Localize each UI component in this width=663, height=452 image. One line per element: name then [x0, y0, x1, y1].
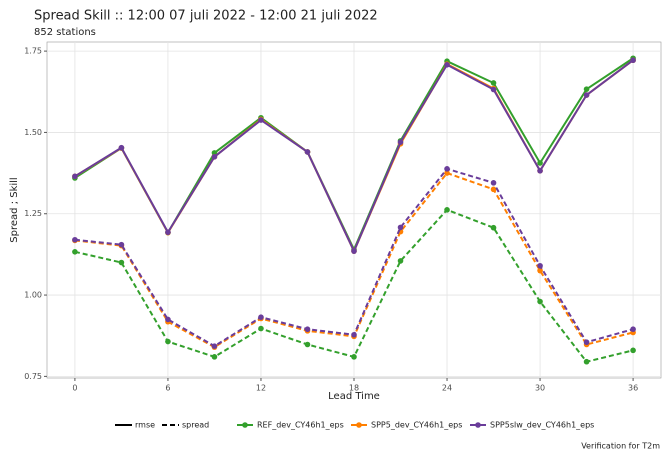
data-point: [630, 347, 636, 354]
data-point: [397, 258, 404, 264]
data-point: [537, 298, 543, 305]
data-point: [72, 173, 78, 180]
data-point: [490, 86, 497, 93]
data-point: [351, 354, 357, 360]
x-tick-label: 36: [628, 384, 638, 393]
data-point: [537, 160, 543, 166]
data-point: [397, 139, 404, 145]
legend-label: SPP5_dev_CY46h1_eps: [371, 421, 462, 430]
data-point: [258, 117, 264, 123]
data-point: [118, 259, 125, 266]
data-point: [258, 314, 264, 320]
data-point: [444, 166, 450, 172]
data-point: [583, 358, 590, 365]
data-point: [211, 354, 218, 360]
legend-marker: [242, 422, 248, 428]
data-point: [490, 186, 497, 193]
data-point: [630, 57, 636, 64]
y-tick-label: 1.00: [24, 291, 42, 300]
x-tick-label: 0: [72, 384, 77, 393]
y-tick-label: 1.50: [24, 128, 42, 137]
data-point: [118, 144, 125, 151]
legend-label: REF_dev_CY46h1_eps: [257, 421, 344, 430]
data-point: [397, 224, 404, 231]
data-point: [630, 326, 636, 333]
x-tick-label: 18: [349, 384, 359, 393]
x-axis-label: Lead Time: [328, 391, 380, 402]
legend-label: SPP5slw_dev_CY46h1_eps: [490, 421, 594, 430]
caption: Verification for T2m: [581, 442, 660, 451]
data-point: [444, 61, 450, 68]
data-point: [72, 248, 78, 255]
y-tick-label: 0.75: [24, 372, 42, 381]
data-point: [444, 207, 450, 213]
legend-marker: [356, 422, 362, 428]
data-point: [165, 229, 171, 236]
data-point: [165, 338, 171, 345]
data-point: [165, 316, 171, 323]
y-tick-label: 1.25: [24, 209, 42, 218]
data-point: [351, 248, 357, 254]
data-point: [118, 241, 125, 248]
data-point: [72, 236, 78, 243]
data-point: [258, 325, 264, 332]
chart-title: Spread Skill :: 12:00 07 juli 2022 - 12:…: [34, 9, 378, 24]
data-point: [537, 168, 543, 174]
data-point: [537, 267, 543, 274]
x-tick-label: 30: [535, 384, 545, 393]
data-point: [304, 149, 311, 155]
data-point: [211, 154, 218, 160]
y-axis-label: Spread ; Skill: [9, 177, 20, 242]
data-point: [444, 170, 450, 176]
data-point: [211, 343, 218, 349]
x-tick-label: 6: [165, 384, 170, 393]
data-point: [211, 150, 218, 156]
y-tick-label: 1.75: [24, 47, 42, 56]
chart-subtitle: 852 stations: [34, 27, 96, 38]
data-point: [537, 262, 543, 269]
data-point: [351, 331, 357, 338]
data-point: [490, 180, 497, 186]
data-point: [583, 92, 590, 98]
data-point: [490, 80, 497, 86]
legend-label: rmse: [135, 421, 155, 430]
legend-marker: [475, 422, 481, 428]
data-point: [490, 224, 497, 231]
data-point: [583, 86, 590, 92]
data-point: [304, 326, 311, 333]
legend-label: spread: [182, 421, 209, 430]
data-point: [583, 339, 590, 346]
x-tick-label: 24: [442, 384, 452, 393]
x-tick-label: 12: [256, 384, 266, 393]
data-point: [304, 341, 311, 348]
